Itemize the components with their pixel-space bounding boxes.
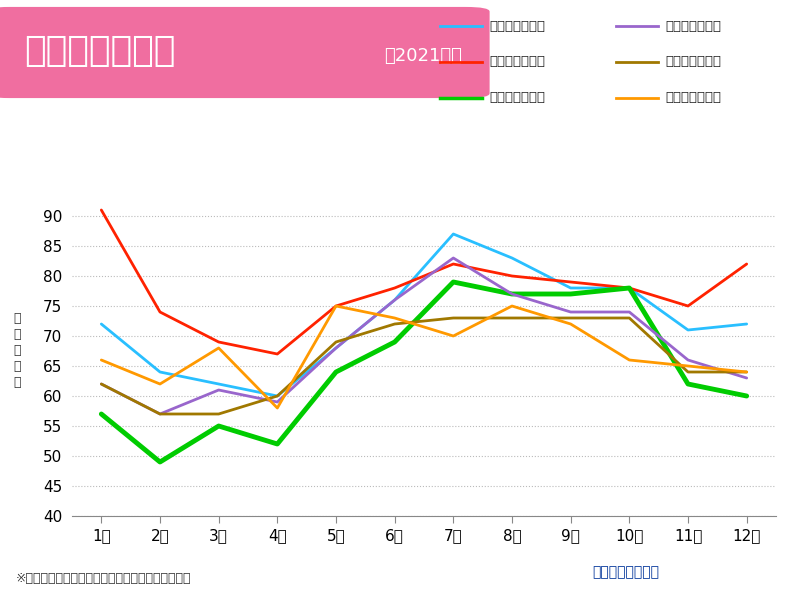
Text: 富山県（富山）: 富山県（富山） [490,55,546,68]
Text: ※気象庁のデータから作成（相対湿度の月平均値）: ※気象庁のデータから作成（相対湿度の月平均値） [16,572,191,585]
Text: 福岡県（福岡）: 福岡県（福岡） [666,91,722,104]
Text: 大阪府（大阪）: 大阪府（大阪） [666,55,722,68]
FancyBboxPatch shape [0,7,490,98]
Text: 宮城県（仙台）: 宮城県（仙台） [490,20,546,32]
Text: WN: WN [548,566,572,579]
Text: 東京都（東京）: 東京都（東京） [666,20,722,32]
Text: ウェザーニュース: ウェザーニュース [592,566,659,580]
Text: （2021年）: （2021年） [384,47,462,65]
Text: 湿
度
（
％
）: 湿 度 （ ％ ） [14,313,22,389]
Text: 月別の湿度変化: 月別の湿度変化 [24,34,175,68]
Text: 群馬県（前橋）: 群馬県（前橋） [490,91,546,104]
